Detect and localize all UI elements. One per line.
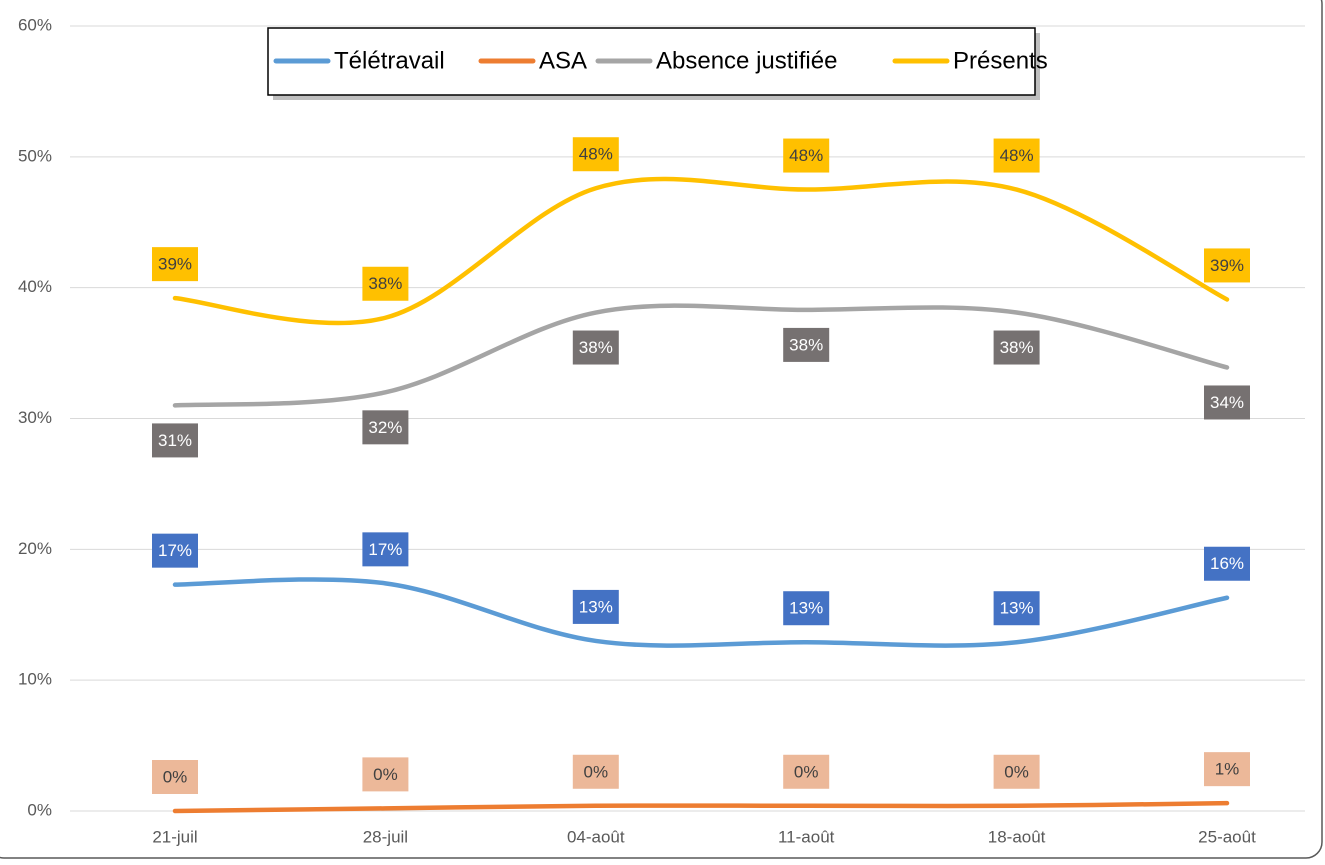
series-line (172, 176, 1230, 326)
legend-label: Télétravail (334, 47, 445, 74)
data-label-box (1204, 248, 1250, 283)
data-label-box (993, 330, 1040, 365)
data-label-box (572, 330, 619, 365)
data-label: 1% (1215, 760, 1240, 779)
data-label: 0% (584, 762, 609, 781)
y-tick-label: 30% (18, 408, 52, 427)
data-label: 16% (1210, 554, 1244, 573)
data-label: 13% (579, 597, 613, 616)
data-label-box (1204, 546, 1250, 581)
data-label: 17% (158, 541, 192, 560)
data-label: 48% (789, 146, 823, 165)
data-label: 17% (368, 540, 402, 559)
legend-label: ASA (539, 47, 587, 74)
data-label-box (993, 591, 1040, 626)
series-line (172, 800, 1230, 814)
data-label-box (1204, 752, 1250, 787)
legend-label: Présents (953, 47, 1048, 74)
data-label: 0% (373, 765, 398, 784)
x-tick-label: 21-juil (152, 827, 197, 846)
y-tick-label: 10% (18, 670, 52, 689)
data-label-box (152, 247, 198, 282)
data-label: 39% (1210, 256, 1244, 275)
data-label: 39% (158, 255, 192, 274)
data-label: 34% (1210, 393, 1244, 412)
data-label-box (993, 754, 1040, 789)
data-label-box (993, 138, 1040, 173)
data-label-box (362, 532, 409, 567)
data-label: 0% (794, 762, 819, 781)
x-tick-label: 28-juil (363, 827, 408, 846)
y-tick-label: 20% (18, 539, 52, 558)
legend-label: Absence justifiée (656, 47, 837, 74)
data-label: 32% (368, 418, 402, 437)
y-tick-label: 40% (18, 277, 52, 296)
y-tick-label: 60% (18, 15, 52, 34)
data-label-box (362, 410, 409, 445)
data-label-box (152, 760, 198, 794)
x-tick-label: 04-août (567, 827, 625, 846)
data-label-box (1204, 385, 1250, 420)
data-label-box (152, 423, 198, 458)
x-tick-label: 25-août (1198, 827, 1256, 846)
y-tick-label: 0% (27, 800, 52, 819)
data-label-box (572, 754, 619, 789)
series-line (172, 577, 1230, 648)
data-label-box (783, 754, 830, 789)
data-label: 0% (1004, 762, 1029, 781)
data-label-box (362, 757, 409, 792)
data-label: 38% (368, 274, 402, 293)
series-line (172, 303, 1230, 408)
data-label-box (362, 266, 409, 301)
data-label-box (152, 533, 198, 568)
data-label: 0% (163, 767, 188, 786)
data-label: 48% (579, 145, 613, 164)
data-label: 48% (1000, 146, 1034, 165)
x-tick-label: 11-août (778, 827, 835, 846)
x-tick-label: 18-août (988, 827, 1046, 846)
data-label: 13% (789, 599, 823, 618)
data-label: 31% (158, 431, 192, 450)
data-label: 38% (1000, 338, 1034, 357)
data-label: 38% (789, 335, 823, 354)
data-label: 13% (1000, 599, 1034, 618)
data-label-box (783, 591, 830, 626)
data-label-box (783, 327, 830, 362)
data-label-box (572, 137, 619, 172)
y-tick-label: 50% (18, 146, 52, 165)
data-label-box (783, 138, 830, 173)
data-label-box (572, 589, 619, 624)
data-label: 38% (579, 338, 613, 357)
